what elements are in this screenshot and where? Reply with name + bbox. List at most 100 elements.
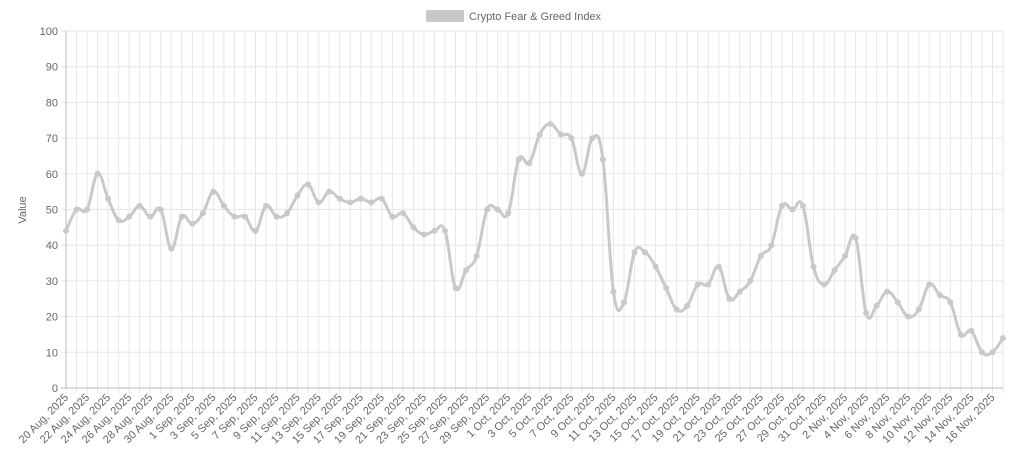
data-point	[463, 267, 470, 274]
data-point	[915, 306, 922, 313]
data-point	[484, 206, 491, 213]
data-point	[515, 156, 522, 163]
data-point	[894, 299, 901, 306]
data-point	[842, 252, 849, 259]
data-point	[368, 199, 375, 206]
data-point	[747, 277, 754, 284]
data-point	[231, 213, 238, 220]
data-point	[599, 156, 606, 163]
data-point	[957, 331, 964, 338]
data-point	[610, 288, 617, 295]
y-tick-label: 0	[52, 383, 58, 395]
data-point	[73, 206, 80, 213]
data-point	[873, 302, 880, 309]
data-point	[768, 242, 775, 249]
data-point	[294, 192, 301, 199]
data-point	[673, 306, 680, 313]
data-point	[905, 313, 912, 320]
y-tick-label: 30	[46, 276, 58, 288]
data-point	[526, 160, 533, 167]
data-point	[126, 213, 133, 220]
data-point	[589, 135, 596, 142]
data-point	[84, 206, 91, 213]
data-point	[620, 299, 627, 306]
data-point	[357, 195, 364, 202]
data-point	[778, 202, 785, 209]
data-point	[273, 213, 280, 220]
data-point	[241, 213, 248, 220]
data-point	[831, 267, 838, 274]
data-point	[94, 170, 101, 177]
data-point	[978, 349, 985, 356]
data-point	[715, 263, 722, 270]
data-point	[63, 227, 69, 234]
y-tick-label: 90	[46, 62, 58, 74]
data-point	[557, 131, 564, 138]
data-point	[578, 170, 585, 177]
data-point	[442, 227, 449, 234]
data-point	[305, 181, 312, 188]
data-point	[252, 227, 259, 234]
data-point	[189, 220, 196, 227]
data-point	[736, 288, 743, 295]
data-point	[652, 263, 659, 270]
data-point	[1000, 335, 1006, 342]
data-point	[936, 292, 943, 299]
data-point	[105, 195, 112, 202]
y-tick-label: 80	[46, 97, 58, 109]
data-point	[210, 188, 217, 195]
y-tick-label: 40	[46, 240, 58, 252]
legend-label: Crypto Fear & Greed Index	[469, 11, 602, 23]
data-point	[178, 213, 185, 220]
data-point	[568, 135, 575, 142]
data-point	[263, 202, 270, 209]
data-point	[757, 252, 764, 259]
data-point	[684, 302, 691, 309]
data-point	[863, 310, 870, 317]
data-point	[494, 206, 501, 213]
data-point	[663, 285, 670, 292]
data-point	[926, 281, 933, 288]
data-point	[473, 252, 480, 259]
data-point	[399, 210, 406, 217]
data-point	[947, 299, 954, 306]
data-point	[789, 206, 796, 213]
data-point	[115, 217, 122, 224]
y-tick-label: 10	[46, 347, 58, 359]
data-point	[157, 206, 164, 213]
y-tick-label: 100	[40, 26, 58, 38]
data-point	[852, 235, 859, 242]
series-line	[64, 122, 1005, 357]
data-point	[220, 202, 227, 209]
data-point	[284, 210, 291, 217]
y-tick-label: 50	[46, 205, 58, 217]
data-point	[810, 263, 817, 270]
legend-swatch	[426, 10, 464, 22]
data-point	[431, 227, 438, 234]
data-point	[799, 202, 806, 209]
data-point	[168, 245, 175, 252]
data-point	[642, 249, 649, 256]
data-point	[694, 281, 701, 288]
y-tick-label: 60	[46, 169, 58, 181]
data-point	[452, 285, 459, 292]
data-point	[336, 195, 343, 202]
data-point	[315, 199, 322, 206]
data-point	[147, 213, 154, 220]
data-point	[884, 288, 891, 295]
y-tick-label: 70	[46, 133, 58, 145]
data-point	[989, 349, 996, 356]
data-point	[420, 231, 427, 238]
data-point	[536, 131, 543, 138]
data-point	[726, 295, 733, 302]
data-point	[136, 202, 143, 209]
data-point	[326, 188, 333, 195]
data-point	[410, 224, 417, 231]
data-point	[705, 281, 712, 288]
data-point	[968, 327, 975, 334]
y-axis-label: Value	[17, 196, 29, 223]
y-tick-label: 20	[46, 312, 58, 324]
data-point	[347, 199, 354, 206]
data-point	[547, 120, 554, 127]
